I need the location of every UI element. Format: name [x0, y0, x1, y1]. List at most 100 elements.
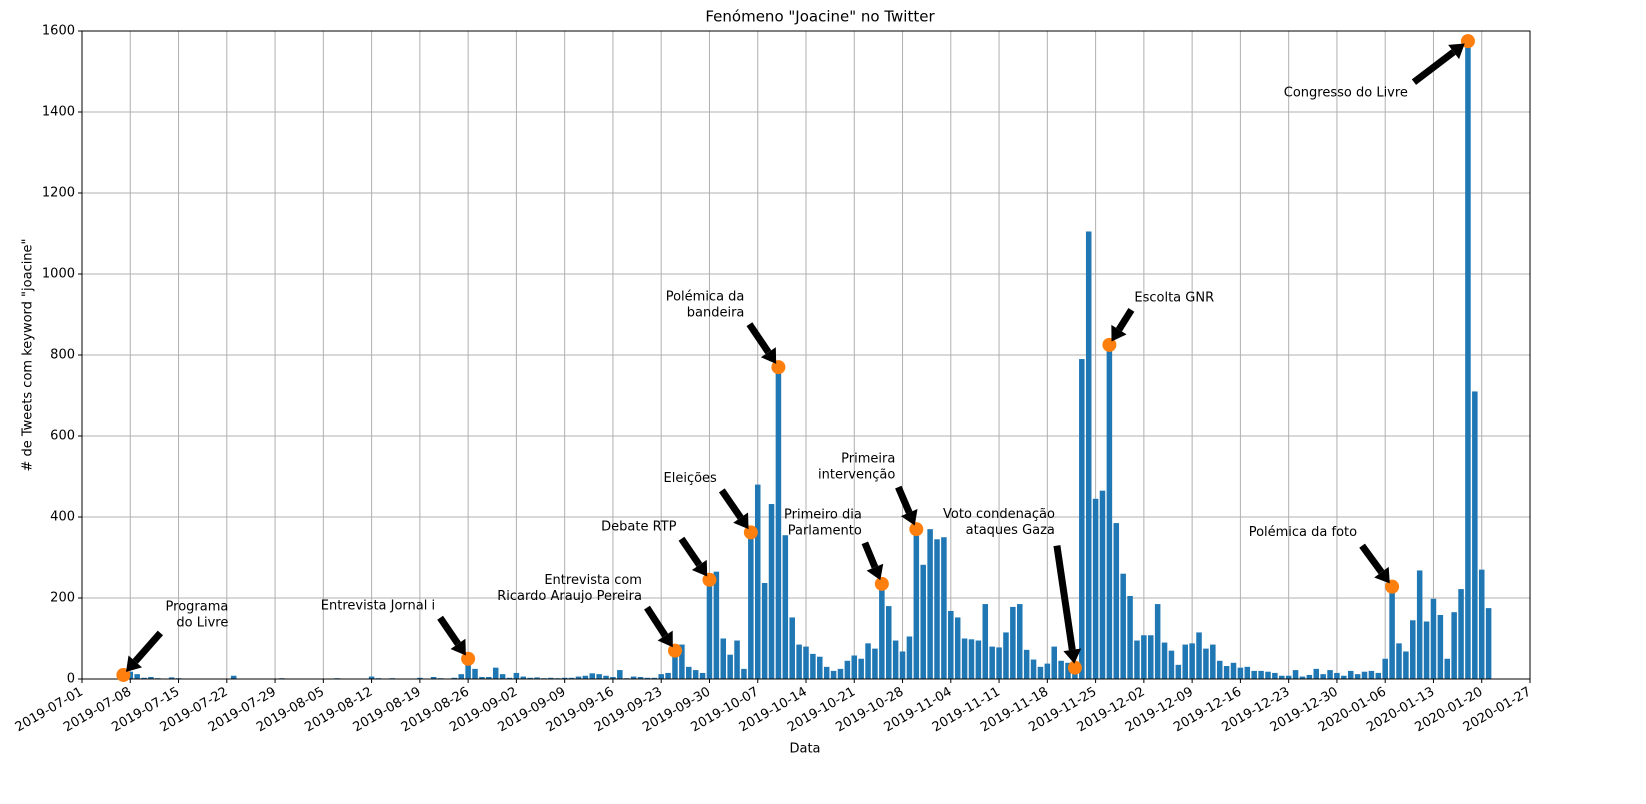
bar	[775, 367, 782, 679]
bar	[1079, 359, 1085, 679]
y-tick-label: 400	[50, 510, 75, 525]
bar	[748, 532, 754, 679]
bar	[1030, 659, 1037, 679]
annotation-text: Primeiro dia	[784, 507, 862, 522]
annotation-arrow	[132, 630, 163, 664]
bar	[961, 638, 968, 679]
bar	[1141, 635, 1147, 679]
bar	[417, 677, 423, 679]
bar	[1196, 632, 1202, 679]
bar	[817, 656, 823, 679]
bar	[486, 676, 492, 679]
annotation-arrowhead	[450, 638, 466, 656]
annotation-text: Polémica da foto	[1249, 525, 1357, 540]
bar	[589, 673, 596, 679]
bar	[1092, 498, 1099, 679]
bar	[872, 648, 878, 679]
bar	[665, 672, 671, 679]
annotation-text: do Livre	[176, 615, 228, 630]
bar	[568, 677, 575, 679]
bar	[1037, 666, 1044, 679]
bar	[672, 650, 678, 679]
annotation-arrowhead	[1063, 648, 1082, 664]
bar	[610, 676, 616, 679]
bar	[1161, 642, 1168, 679]
bar	[1272, 672, 1278, 679]
bar	[1320, 674, 1326, 679]
y-tick-label: 1400	[42, 105, 75, 120]
bar	[479, 676, 485, 679]
bar	[913, 529, 920, 679]
bar	[1210, 644, 1216, 679]
bar	[230, 675, 237, 679]
annotation-arrow	[1053, 545, 1076, 651]
bar	[1051, 646, 1057, 679]
bar	[575, 676, 582, 679]
annotation-text: Polémica da	[666, 290, 745, 305]
highlight-point	[743, 525, 758, 540]
annotation-arrowhead	[733, 512, 749, 530]
annotation-text: Debate RTP	[601, 519, 676, 534]
bar	[679, 644, 685, 679]
bar	[1085, 231, 1092, 679]
bar	[837, 668, 844, 679]
bar	[1478, 569, 1485, 679]
bar	[1113, 523, 1120, 679]
bar	[1237, 667, 1244, 679]
highlight-point	[461, 651, 476, 666]
bar	[1285, 675, 1292, 679]
bar	[782, 535, 789, 679]
annotation-text: intervenção	[818, 468, 895, 483]
bar	[899, 651, 906, 679]
annotation-arrow	[678, 536, 703, 567]
bar	[1230, 662, 1237, 679]
bar	[1410, 620, 1416, 679]
bar	[761, 583, 768, 679]
highlight-point	[1385, 579, 1400, 594]
bar	[830, 670, 837, 679]
bar	[1444, 658, 1451, 679]
bar	[548, 677, 554, 679]
bar	[727, 654, 733, 679]
bar	[1010, 606, 1016, 679]
bar	[168, 677, 175, 679]
bar	[582, 675, 589, 679]
annotation-text: Ricardo Araujo Pereira	[497, 589, 642, 604]
annotation-arrow	[1116, 308, 1135, 332]
annotation-arrow	[861, 541, 879, 569]
bar	[1458, 589, 1464, 679]
bar	[527, 677, 533, 679]
bar	[1334, 672, 1340, 679]
bar	[1430, 598, 1437, 679]
annotation-arrowhead	[126, 655, 143, 672]
y-axis-label: # de Tweets com keyword "joacine"	[21, 238, 36, 471]
bar	[1154, 604, 1161, 679]
highlight-point	[667, 643, 682, 658]
y-tick-label: 600	[50, 429, 75, 444]
bar	[1451, 612, 1457, 679]
bar	[1148, 635, 1154, 679]
bar	[706, 579, 713, 679]
bar	[1065, 662, 1071, 679]
y-tick-label: 200	[50, 591, 75, 606]
annotation-arrowhead	[760, 347, 777, 364]
bar	[630, 676, 637, 679]
bar	[1244, 666, 1251, 679]
bar	[1437, 615, 1444, 679]
bar	[506, 677, 513, 679]
bar	[1251, 670, 1257, 679]
bar	[865, 643, 871, 679]
bar	[1472, 391, 1478, 679]
chart-title: Fenómeno "Joacine" no Twitter	[705, 8, 935, 26]
bar	[1396, 643, 1402, 679]
bar	[513, 672, 520, 679]
bar	[1003, 632, 1009, 679]
bar	[499, 674, 506, 679]
bar	[720, 638, 727, 679]
y-tick-label: 1600	[42, 24, 75, 39]
annotation-arrowhead	[866, 563, 884, 581]
annotation-arrowhead	[691, 559, 708, 577]
bar	[1168, 650, 1175, 679]
bar	[1127, 595, 1133, 679]
bar	[796, 644, 802, 679]
